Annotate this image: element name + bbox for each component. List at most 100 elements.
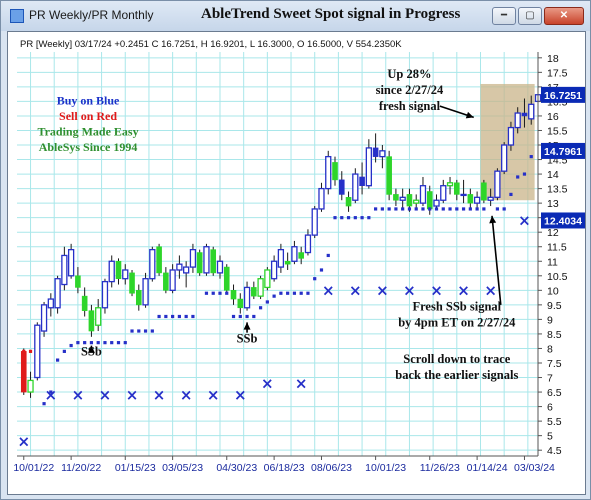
x-tick-label: 11/20/22 [61, 462, 101, 474]
minimize-button[interactable]: ━ [492, 7, 516, 25]
support-dot [22, 349, 26, 353]
annotation-up-28-line3: fresh signal [379, 99, 441, 113]
x-marker: × [72, 386, 85, 404]
x-marker: × [403, 281, 416, 299]
support-dot [401, 207, 405, 211]
support-dot [380, 207, 384, 211]
candle-body [223, 266, 230, 291]
candle [460, 179, 467, 204]
candle [372, 133, 379, 163]
candle [34, 322, 41, 381]
candle [81, 287, 88, 317]
candle-body [460, 193, 467, 197]
candle [163, 267, 169, 294]
x-axis: 10/01/22 11/20/22 01/15/23 03/05/23 04/30/23… [13, 455, 555, 474]
candle [243, 281, 251, 311]
y-tick-label: 11.5 [547, 242, 567, 254]
x-tick-label: 11/26/23 [420, 462, 460, 474]
candle [189, 243, 197, 273]
candle [507, 121, 515, 151]
y-tick-label: 7.5 [547, 358, 562, 370]
support-dot [204, 291, 209, 295]
x-marker: × [126, 386, 139, 404]
candle [101, 278, 109, 314]
support-dot [306, 291, 310, 295]
candle-body [419, 185, 427, 204]
support-dot [218, 291, 222, 295]
support-dot [286, 291, 290, 295]
x-tick-label: 06/18/23 [264, 462, 305, 474]
candle [230, 284, 237, 305]
candle-body [332, 162, 338, 181]
support-dot [340, 216, 344, 220]
support-dot [299, 291, 303, 295]
candle [115, 258, 122, 285]
candle [169, 264, 176, 294]
candle-body [501, 144, 508, 172]
candle [196, 249, 203, 276]
support-dot [62, 349, 66, 353]
candle-body [426, 191, 433, 210]
candle [467, 188, 474, 209]
y-tick-label: 15.5 [547, 125, 568, 137]
support-dot [231, 314, 236, 319]
support-dot [333, 216, 337, 220]
support-dot [441, 207, 445, 211]
x-marker: × [349, 281, 362, 299]
candle [433, 194, 440, 209]
candle-body [210, 249, 217, 274]
annotation-fresh-line1: Fresh SSb signal [412, 300, 501, 314]
candle [47, 293, 54, 317]
candle-body [156, 246, 162, 274]
candle [473, 191, 481, 209]
x-tick-label: 04/30/23 [216, 462, 257, 474]
candle-body [203, 246, 210, 274]
y-tick-label: 6 [547, 402, 553, 414]
candle [440, 179, 447, 204]
candle [521, 98, 528, 128]
candle-body [251, 287, 257, 297]
candle-body [291, 246, 298, 262]
close-button[interactable]: ✕ [544, 7, 584, 25]
support-dot [137, 329, 141, 333]
x-marker: × [261, 374, 274, 392]
maximize-button[interactable]: ▢ [518, 7, 542, 25]
candle [176, 255, 183, 279]
candle-body [487, 196, 494, 201]
x-tick-label: 03/03/24 [514, 462, 555, 474]
support-dot [55, 358, 60, 362]
candle [20, 348, 27, 395]
candle-body [454, 182, 460, 195]
candle [277, 243, 285, 273]
candle [501, 142, 508, 175]
support-dot [407, 207, 412, 211]
price-label-text: 14.7961 [544, 146, 582, 158]
candle-body [494, 170, 501, 198]
candle [142, 272, 149, 308]
arrow-head [489, 215, 497, 224]
candle-body [345, 197, 352, 207]
y-tick-label: 10.5 [547, 271, 568, 283]
x-marker: × [322, 281, 335, 299]
support-dot [164, 314, 168, 319]
candle-body [169, 269, 176, 291]
y-tick-label: 5 [547, 431, 553, 443]
candle [446, 176, 454, 195]
y-tick-label: 8.5 [547, 329, 562, 341]
x-tick-label: 01/15/23 [115, 462, 156, 474]
candle [270, 255, 278, 282]
x-tick-label: 08/06/23 [311, 462, 352, 474]
candle [352, 168, 359, 204]
support-dot [414, 207, 418, 211]
x-tick-label: 01/14/24 [467, 462, 508, 474]
candle-body [40, 304, 48, 332]
price-label-text: 12.4034 [544, 215, 582, 227]
candle [251, 281, 257, 300]
x-marker: × [295, 374, 308, 392]
y-tick-label: 7 [547, 373, 553, 385]
candle-body [243, 286, 251, 309]
x-marker: × [45, 386, 58, 404]
candle [291, 240, 298, 265]
candle-body [433, 199, 440, 207]
legend-line: Buy on Blue [57, 93, 120, 107]
